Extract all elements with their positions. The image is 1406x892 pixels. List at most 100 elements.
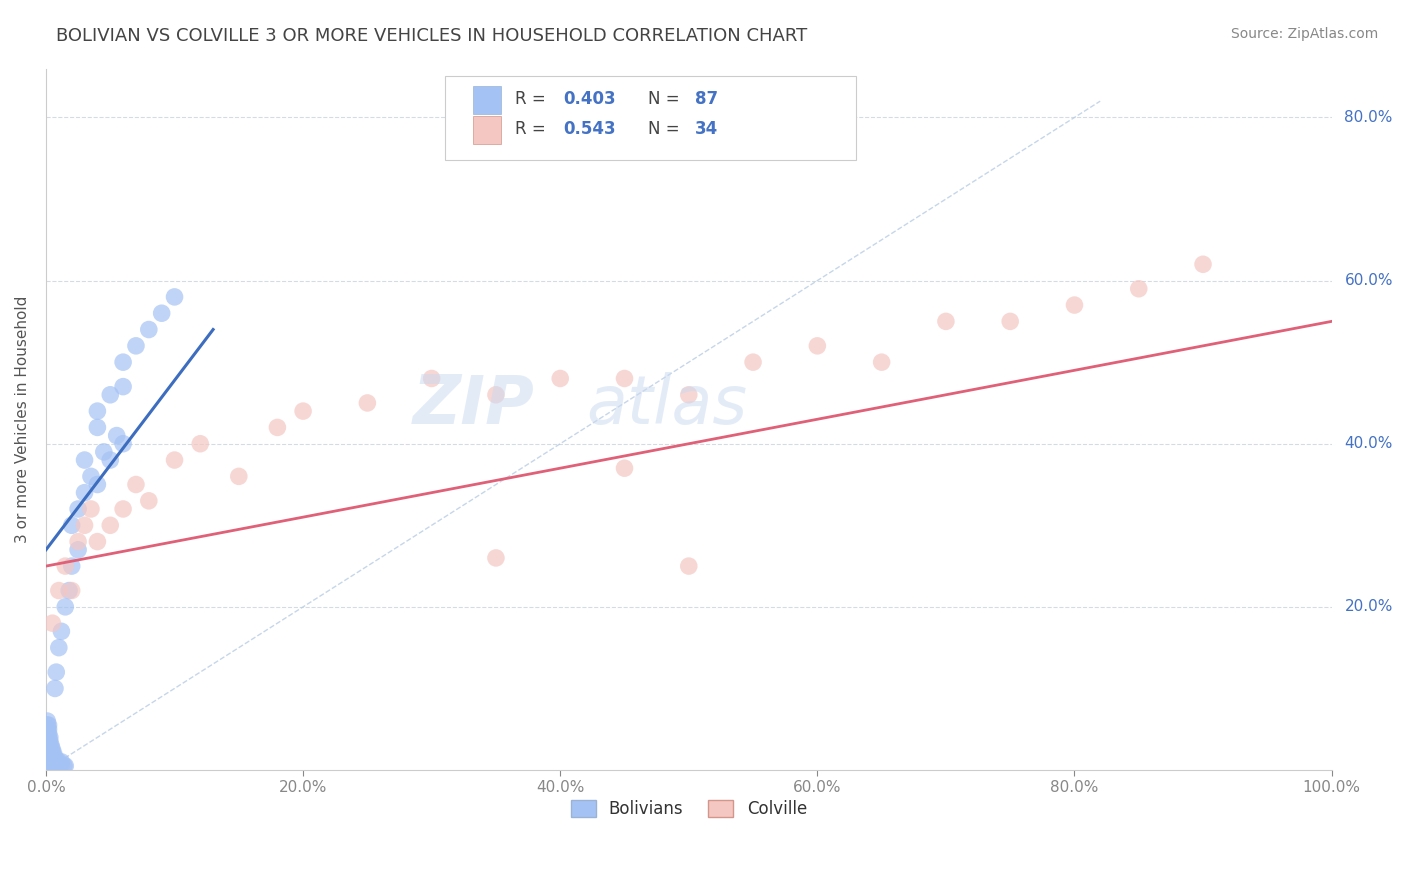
Point	[86, 404, 108, 418]
Point	[38, 747, 60, 761]
Point	[93, 445, 115, 459]
Point	[37, 726, 59, 740]
Point	[163, 453, 186, 467]
Point	[42, 751, 65, 765]
Point	[292, 404, 315, 418]
Point	[38, 759, 60, 773]
Point	[44, 759, 66, 773]
Point	[38, 747, 60, 761]
Point	[86, 420, 108, 434]
FancyBboxPatch shape	[444, 76, 856, 160]
Point	[38, 731, 60, 745]
Point	[58, 583, 80, 598]
Point	[41, 747, 63, 761]
Point	[38, 731, 60, 745]
Point	[53, 759, 76, 773]
Text: 60.0%: 60.0%	[1344, 273, 1393, 288]
Point	[44, 681, 66, 696]
Point	[98, 453, 121, 467]
Point	[138, 322, 160, 336]
Point	[73, 453, 96, 467]
Point	[37, 742, 59, 756]
Point	[98, 518, 121, 533]
Point	[39, 742, 62, 756]
Point	[420, 371, 443, 385]
Point	[38, 742, 60, 756]
Point	[80, 502, 103, 516]
Point	[45, 759, 67, 773]
Point	[228, 469, 250, 483]
Point	[44, 755, 66, 769]
Point	[37, 714, 59, 728]
Point	[38, 739, 60, 753]
Point	[998, 314, 1021, 328]
Point	[1192, 257, 1215, 271]
Point	[38, 718, 60, 732]
Text: 40.0%: 40.0%	[1344, 436, 1393, 451]
Point	[485, 388, 508, 402]
Text: Source: ZipAtlas.com: Source: ZipAtlas.com	[1230, 27, 1378, 41]
Legend: Bolivians, Colville: Bolivians, Colville	[564, 793, 814, 825]
Point	[678, 559, 700, 574]
Point	[53, 599, 76, 614]
Point	[48, 755, 70, 769]
Point	[39, 759, 62, 773]
Point	[125, 339, 148, 353]
Text: 80.0%: 80.0%	[1344, 110, 1393, 125]
Point	[60, 583, 83, 598]
Point	[38, 734, 60, 748]
Point	[38, 759, 60, 773]
Point	[48, 640, 70, 655]
Point	[38, 751, 60, 765]
Point	[51, 759, 73, 773]
Y-axis label: 3 or more Vehicles in Household: 3 or more Vehicles in Household	[15, 295, 30, 543]
Point	[105, 428, 128, 442]
Point	[125, 477, 148, 491]
Point	[935, 314, 957, 328]
Point	[870, 355, 893, 369]
Point	[37, 751, 59, 765]
Point	[38, 742, 60, 756]
Point	[48, 759, 70, 773]
Point	[112, 502, 135, 516]
Point	[38, 739, 60, 753]
Point	[37, 747, 59, 761]
Point	[742, 355, 765, 369]
Point	[73, 518, 96, 533]
Point	[485, 550, 508, 565]
Point	[37, 759, 59, 773]
Point	[39, 755, 62, 769]
Point	[53, 559, 76, 574]
Point	[38, 726, 60, 740]
Text: 0.543: 0.543	[562, 120, 616, 138]
Point	[39, 751, 62, 765]
Point	[73, 485, 96, 500]
Point	[41, 742, 63, 756]
Point	[806, 339, 828, 353]
Text: N =: N =	[648, 90, 685, 108]
Point	[112, 379, 135, 393]
Point	[37, 756, 59, 771]
Point	[266, 420, 288, 434]
Point	[42, 759, 65, 773]
Point	[45, 755, 67, 769]
Point	[60, 559, 83, 574]
Point	[46, 755, 69, 769]
Point	[37, 734, 59, 748]
Text: N =: N =	[648, 120, 685, 138]
Point	[41, 751, 63, 765]
Point	[48, 583, 70, 598]
Point	[38, 755, 60, 769]
Point	[613, 461, 636, 475]
Point	[86, 534, 108, 549]
FancyBboxPatch shape	[472, 86, 501, 114]
Point	[67, 534, 90, 549]
Point	[112, 355, 135, 369]
Point	[41, 616, 63, 631]
Point	[37, 718, 59, 732]
Point	[37, 723, 59, 737]
Point	[163, 290, 186, 304]
Point	[38, 755, 60, 769]
Point	[678, 388, 700, 402]
Point	[51, 624, 73, 639]
